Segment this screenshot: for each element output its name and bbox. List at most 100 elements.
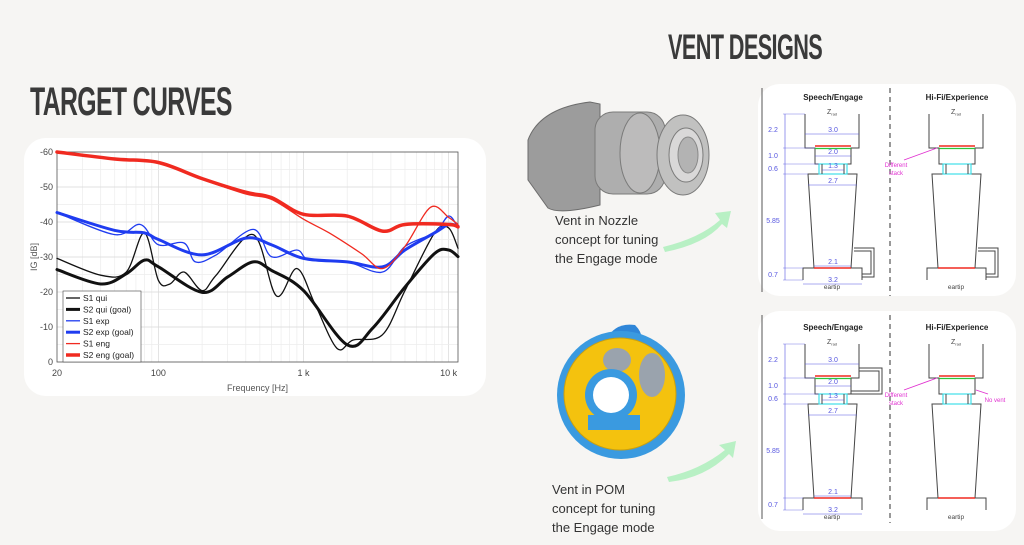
annotation-arrow-icon	[975, 389, 989, 395]
caption-line: Vent in POM	[552, 482, 625, 497]
series-line-s2-eng-goal-	[55, 150, 460, 234]
annotation-stack: stack	[889, 401, 904, 407]
y-tick-label: -50	[40, 182, 53, 192]
arrow-icon	[667, 441, 736, 482]
outline-left	[926, 114, 944, 280]
outline-left	[926, 344, 944, 510]
nozzle-vent-icon	[854, 247, 875, 278]
outline-right	[846, 114, 863, 280]
horizontal-dimension-label: 2.7	[828, 178, 838, 185]
target-curves-chart: -60 -50 -40 -30 -20 -10 020 100 1 k 10 k Frequency…	[29, 147, 460, 393]
z-symbol: Z	[951, 109, 956, 116]
vent-in-nozzle-diagram: Speech/Engage Hi-Fi/Experience Zrad eartip 2…	[761, 88, 999, 296]
outline-left	[802, 114, 820, 280]
vertical-dimension-label: 5.85	[766, 448, 780, 455]
annotation-different: Different	[885, 393, 908, 399]
eartip-label: eartip	[824, 284, 841, 291]
outline-right	[970, 114, 987, 280]
right-title: Hi-Fi/Experience	[926, 323, 989, 332]
horizontal-dimension-label: 3.2	[828, 277, 838, 284]
y-tick-label: -20	[40, 287, 53, 297]
vertical-dimension-label: 2.2	[768, 127, 778, 134]
z-subscript: rad	[831, 112, 837, 117]
y-tick-label: 0	[48, 357, 53, 367]
hifi-experience-diagram: Zrad eartip Different stack	[885, 109, 999, 291]
annotation-arrow-icon	[903, 147, 938, 161]
horizontal-dimension-label: 2.1	[828, 259, 838, 266]
arrow-icon	[663, 211, 731, 252]
cyan-stack	[818, 393, 848, 405]
target-curves-heading: TARGET CURVES	[30, 80, 232, 124]
caption-line: the Engage mode	[555, 251, 658, 266]
vertical-dimension-label: 2.2	[768, 357, 778, 364]
series-line-s1-qui	[56, 224, 459, 351]
series-line-s2-exp-goal-	[55, 211, 460, 269]
z-symbol: Z	[827, 339, 832, 346]
horizontal-dimension-label: 3.2	[828, 507, 838, 514]
vertical-dimension-label: 0.6	[768, 166, 778, 173]
vent-in-nozzle-diagram-card: Speech/Engage Hi-Fi/Experience Zrad eartip 2…	[758, 84, 1016, 296]
caption-line: concept for tuning	[555, 232, 659, 247]
horizontal-dimension-label: 2.0	[828, 149, 838, 156]
z-subscript: rad	[955, 112, 961, 117]
z-rad-label: Zrad	[951, 109, 961, 117]
z-rad-label: Zrad	[827, 339, 837, 347]
x-axis-label: Frequency [Hz]	[227, 383, 288, 393]
cyan-stack	[942, 393, 972, 405]
z-rad-label: Zrad	[827, 109, 837, 117]
left-title: Speech/Engage	[803, 93, 863, 102]
vent-in-pom-diagram: Speech/Engage Hi-Fi/Experience Zrad eartip 2…	[761, 315, 1006, 523]
series-line-s1-eng	[56, 151, 459, 270]
x-tick-label: 100	[151, 368, 166, 378]
legend-box	[62, 290, 142, 363]
horizontal-dimension-label: 2.0	[828, 379, 838, 386]
vent-in-pom-caption: Vent in POM concept for tuning the Engag…	[552, 480, 655, 537]
nozzle-vent-icon	[978, 247, 999, 278]
annotation-arrow-icon	[903, 377, 938, 391]
z-subscript: rad	[831, 342, 837, 347]
cyan-stack	[818, 163, 848, 175]
annotation-different: Different	[885, 163, 908, 169]
legend-label: S1 eng	[83, 339, 110, 349]
vertical-dimension-label: 1.0	[768, 383, 778, 390]
legend-label: S2 qui (goal)	[83, 304, 131, 314]
vertical-dimension-label: 0.7	[768, 272, 778, 279]
vent-in-pom-diagram-card: Speech/Engage Hi-Fi/Experience Zrad eartip 2…	[758, 311, 1016, 531]
outline-right	[846, 344, 863, 510]
z-rad-label: Zrad	[951, 339, 961, 347]
pom-vent-icon	[851, 367, 883, 395]
z-symbol: Z	[827, 109, 832, 116]
x-tick-label: 1 k	[298, 368, 311, 378]
horizontal-dimension-label: 1.3	[828, 393, 838, 400]
caption-line: concept for tuning	[552, 501, 656, 516]
speech-engage-diagram: Zrad eartip 2.2 1.0 0.6 5.85 0.7 3.0 2.0 1.3 2.7 2.…	[766, 109, 875, 291]
horizontal-dimension-label: 3.0	[828, 127, 838, 134]
annotation-stack: stack	[889, 171, 904, 177]
series-line-s2-qui-goal-	[55, 247, 460, 348]
vertical-dimension-label: 1.0	[768, 153, 778, 160]
legend-label: S2 exp (goal)	[83, 327, 134, 337]
right-title: Hi-Fi/Experience	[926, 93, 989, 102]
horizontal-dimension-label: 3.0	[828, 357, 838, 364]
x-tick-label: 20	[52, 368, 62, 378]
legend-label: S2 eng (goal)	[83, 350, 134, 360]
eartip-label: eartip	[824, 514, 841, 521]
outline-right	[970, 344, 987, 510]
y-tick-label: -60	[40, 147, 53, 157]
vent-designs-heading: VENT DESIGNS	[668, 28, 823, 67]
left-title: Speech/Engage	[803, 323, 863, 332]
caption-line: Vent in Nozzle	[555, 213, 639, 228]
vertical-dimension-label: 5.85	[766, 218, 780, 225]
x-tick-label: 10 k	[440, 368, 458, 378]
speech-engage-diagram: Zrad eartip 2.2 1.0 0.6 5.85 0.7 3.0 2.0 1.3 2.7 2.…	[766, 339, 883, 521]
hifi-experience-diagram: Zrad eartip Different stack No vent	[885, 339, 1006, 521]
horizontal-dimension-label: 1.3	[828, 163, 838, 170]
vertical-dimension-label: 0.7	[768, 502, 778, 509]
eartip-label: eartip	[948, 284, 965, 291]
vertical-dimension-label: 0.6	[768, 396, 778, 403]
y-tick-label: -10	[40, 322, 53, 332]
cyan-stack	[942, 163, 972, 175]
z-symbol: Z	[951, 339, 956, 346]
legend-label: S1 exp	[83, 316, 110, 326]
